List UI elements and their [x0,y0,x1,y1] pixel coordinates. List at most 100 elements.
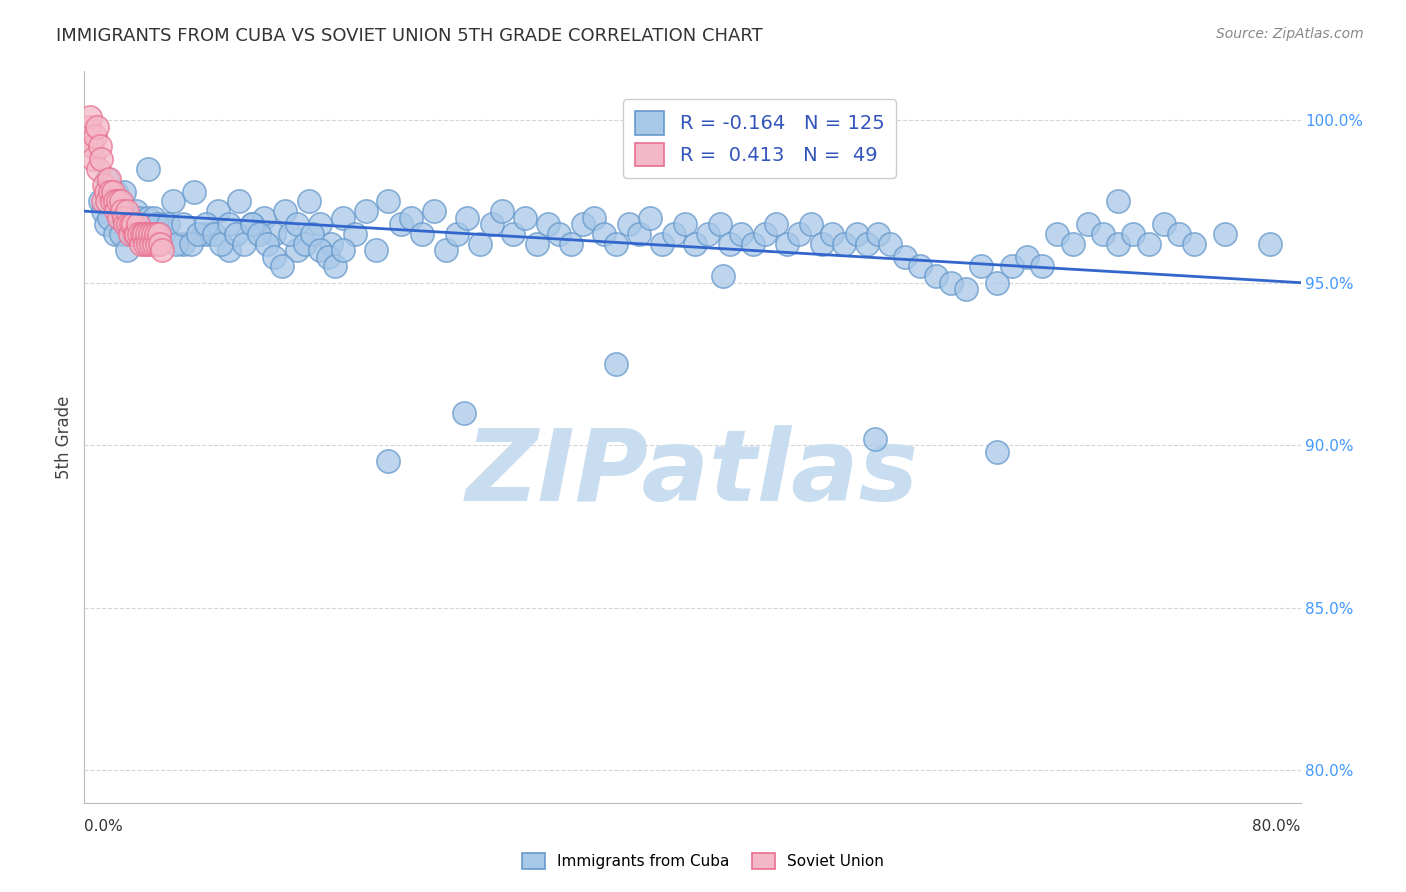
Point [955,282,977,296]
Point [1258,236,1281,251]
Point [97,171,120,186]
Point [233,236,256,251]
Point [195,227,218,241]
Point [218,217,240,231]
Point [172,217,194,231]
Point [149,236,172,251]
Point [939,276,962,290]
Point [605,236,627,251]
Point [195,217,218,231]
Point [263,227,285,241]
Point [114,217,136,231]
Point [411,227,433,241]
Point [638,211,661,225]
Point [110,194,132,209]
Point [77,120,100,134]
Point [108,211,131,225]
Point [143,211,166,225]
Point [776,236,799,251]
Point [149,227,172,241]
Point [87,161,110,176]
Point [150,243,173,257]
Point [187,227,209,241]
Point [316,250,339,264]
Point [134,236,156,251]
Point [366,243,388,257]
Point [803,106,825,120]
Point [122,227,145,241]
Point [162,194,184,209]
Point [278,227,301,241]
Point [146,217,169,231]
Y-axis label: 5th Grade: 5th Grade [55,395,73,479]
Point [124,227,146,241]
Point [218,243,240,257]
Point [89,139,111,153]
Point [142,227,165,241]
Point [910,260,932,274]
Point [228,194,250,209]
Text: Source: ZipAtlas.com: Source: ZipAtlas.com [1216,27,1364,41]
Point [93,178,115,193]
Point [134,227,156,241]
Point [172,236,194,251]
Point [800,217,823,231]
Point [122,217,145,231]
Point [377,454,399,468]
Point [240,217,263,231]
Point [79,110,101,124]
Point [183,185,205,199]
Point [866,227,889,241]
Point [100,194,122,209]
Point [131,217,153,231]
Point [202,227,225,241]
Point [491,204,513,219]
Point [104,227,127,241]
Point [96,171,118,186]
Point [673,217,696,231]
Text: 0.0%: 0.0% [84,819,124,834]
Point [856,236,879,251]
Point [105,185,128,199]
Point [810,236,832,251]
Point [323,260,346,274]
Point [970,260,993,274]
Point [136,211,159,225]
Point [125,227,148,241]
Point [319,236,342,251]
Point [141,236,163,251]
Point [711,269,734,284]
Point [730,227,752,241]
Point [111,204,134,219]
Point [209,236,232,251]
Point [709,217,731,231]
Point [787,227,810,241]
Point [537,217,560,231]
Legend: Immigrants from Cuba, Soviet Union: Immigrants from Cuba, Soviet Union [516,847,890,875]
Point [502,227,524,241]
Point [103,185,125,199]
Point [754,227,776,241]
Point [128,211,150,225]
Point [129,236,152,251]
Point [132,227,155,241]
Point [117,217,139,231]
Point [526,236,548,251]
Point [105,204,128,219]
Point [1077,217,1099,231]
Point [1182,236,1205,251]
Point [1167,227,1189,241]
Point [617,217,640,231]
Point [986,276,1008,290]
Point [572,217,595,231]
Point [84,129,107,144]
Point [86,120,108,134]
Point [925,269,948,284]
Point [96,194,118,209]
Point [110,227,132,241]
Point [225,227,247,241]
Point [271,260,294,274]
Point [180,236,202,251]
Point [456,211,478,225]
Point [301,227,323,241]
